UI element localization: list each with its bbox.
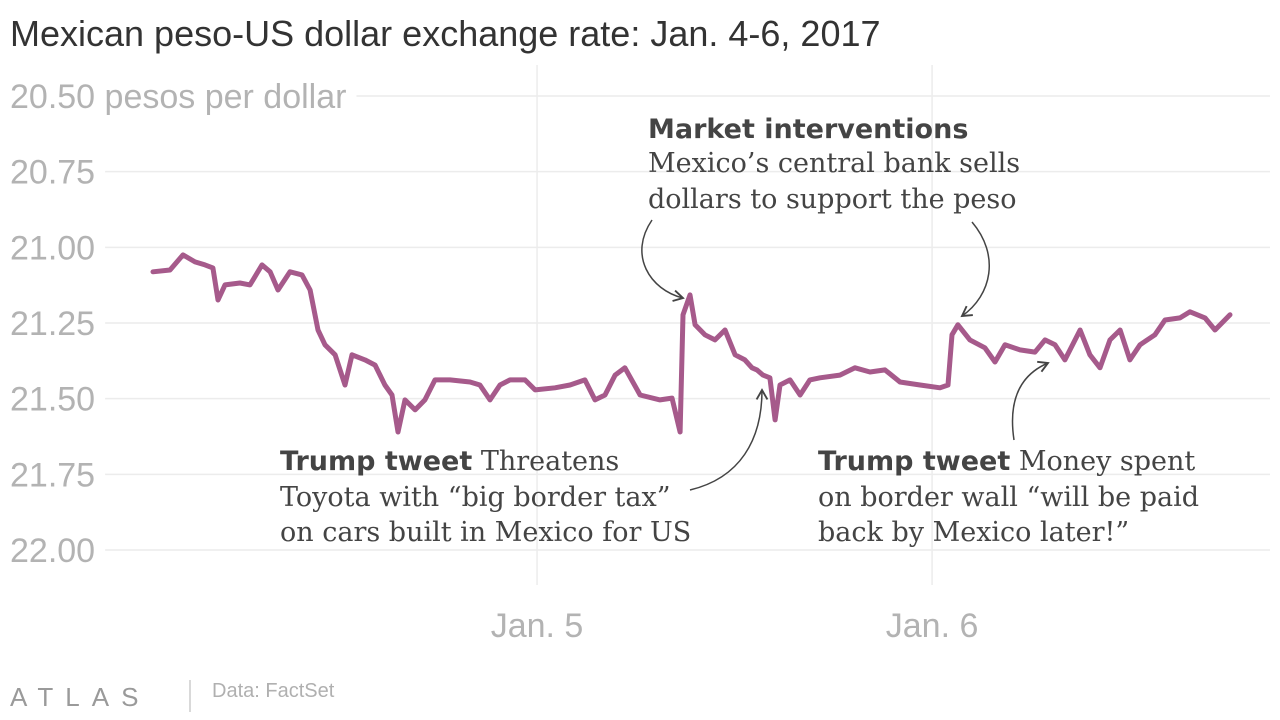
source: Data: FactSet bbox=[212, 680, 335, 702]
arrow bbox=[960, 221, 990, 318]
x-tick-label: Jan. 6 bbox=[886, 607, 979, 645]
annotation-title: Trump tweet bbox=[818, 446, 1010, 477]
y-tick-label: 21.75 bbox=[10, 456, 95, 494]
data-line bbox=[150, 252, 1233, 435]
annotation: Trump tweet Threatens bbox=[280, 446, 619, 477]
annotation-line: Threatens bbox=[472, 446, 619, 477]
brand-logo: ATLAS bbox=[10, 682, 150, 712]
annotation-line: Money spent bbox=[1010, 446, 1195, 477]
y-tick-label: 20.50 pesos per dollar bbox=[10, 78, 346, 116]
annotation: Market interventions bbox=[648, 114, 968, 145]
annotation-line: back by Mexico later!” bbox=[818, 517, 1129, 548]
y-tick-label: 21.50 bbox=[10, 381, 95, 419]
arrow bbox=[641, 219, 685, 302]
annotation-line: on cars built in Mexico for US bbox=[280, 517, 691, 548]
y-tick-label: 21.00 bbox=[10, 229, 95, 267]
annotation-title: Trump tweet bbox=[280, 446, 472, 477]
annotation-line: dollars to support the peso bbox=[648, 184, 1017, 215]
y-tick-label: 22.00 bbox=[10, 532, 95, 570]
y-tick-label: 20.75 bbox=[10, 154, 95, 192]
arrow bbox=[689, 388, 769, 491]
annotation-line: Toyota with “big border tax” bbox=[280, 482, 671, 513]
arrow bbox=[1011, 360, 1050, 441]
annotation-line: Mexico’s central bank sells bbox=[648, 148, 1020, 179]
chart-title: Mexican peso-US dollar exchange rate: Ja… bbox=[10, 13, 881, 54]
annotation: Trump tweet Money spent bbox=[818, 446, 1195, 477]
annotation-line: on border wall “will be paid bbox=[818, 482, 1199, 513]
x-tick-label: Jan. 5 bbox=[491, 607, 584, 645]
y-tick-label: 21.25 bbox=[10, 305, 95, 343]
annotation-title: Market interventions bbox=[648, 114, 968, 145]
